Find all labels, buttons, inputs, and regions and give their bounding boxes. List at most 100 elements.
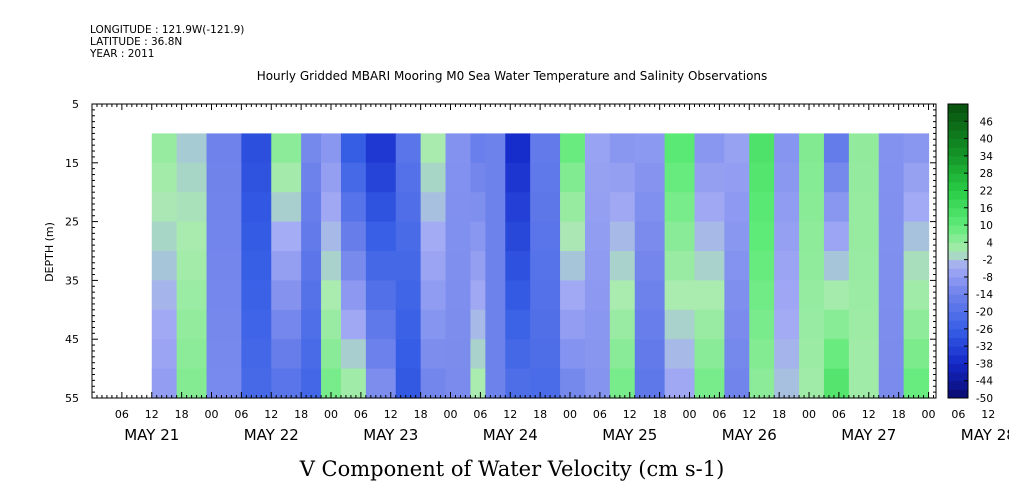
velocity-cell <box>609 309 636 340</box>
velocity-cell <box>664 309 696 340</box>
velocity-cell <box>485 309 506 340</box>
velocity-cell <box>420 309 447 340</box>
velocity-cell <box>206 251 242 281</box>
velocity-cell <box>445 280 472 311</box>
velocity-cell <box>749 280 775 311</box>
velocity-cell <box>395 192 422 223</box>
velocity-cell <box>634 368 666 399</box>
velocity-cell <box>609 192 636 223</box>
velocity-cell <box>395 251 422 281</box>
velocity-cell <box>903 280 930 311</box>
velocity-cell <box>176 339 208 370</box>
colorbar-label: 10 <box>980 220 993 232</box>
velocity-cell <box>823 309 850 340</box>
velocity-cell <box>271 192 302 223</box>
velocity-cell <box>365 280 397 311</box>
colorbar-label: -8 <box>983 272 993 284</box>
x-tick-label: 00 <box>922 408 936 421</box>
velocity-cell <box>664 339 696 370</box>
velocity-cell <box>749 339 775 370</box>
velocity-cell <box>420 280 447 311</box>
y-axis: 5 15 25 35 45 55 <box>65 98 936 405</box>
velocity-cell <box>823 368 850 399</box>
colorbar-swatch <box>948 320 968 330</box>
velocity-cell <box>365 162 397 193</box>
velocity-cell <box>206 133 242 164</box>
velocity-cell <box>321 280 342 311</box>
velocity-cell <box>664 133 696 164</box>
velocity-cell <box>823 221 850 252</box>
velocity-cell <box>271 280 302 311</box>
velocity-cell <box>470 133 486 164</box>
velocity-cell <box>241 339 272 370</box>
colorbar-swatch <box>948 285 968 295</box>
colorbar-label: -26 <box>976 324 993 336</box>
velocity-cell <box>799 309 825 340</box>
velocity-cell <box>774 192 800 223</box>
velocity-cell <box>241 251 272 281</box>
colorbar-swatch <box>948 380 968 390</box>
velocity-cell <box>485 133 506 164</box>
x-tick-label: 18 <box>772 408 786 421</box>
velocity-cell <box>694 339 725 370</box>
velocity-cell <box>634 251 666 281</box>
velocity-cell <box>823 192 850 223</box>
colorbar-swatch <box>948 311 968 321</box>
velocity-cell <box>584 251 611 281</box>
velocity-cell <box>609 162 636 193</box>
velocity-cell <box>724 162 750 193</box>
velocity-cell <box>445 368 472 399</box>
velocity-cell <box>584 192 611 223</box>
colorbar-label: -14 <box>976 289 993 301</box>
x-tick-label: 18 <box>175 408 189 421</box>
x-tick-label: 06 <box>115 408 129 421</box>
velocity-cell <box>340 251 367 281</box>
velocity-cell <box>664 280 696 311</box>
velocity-cell <box>560 162 586 193</box>
colorbar-swatch <box>948 138 968 148</box>
velocity-cell <box>301 192 322 223</box>
velocity-cell <box>560 192 586 223</box>
velocity-cell <box>470 221 486 252</box>
colorbar-swatch <box>948 233 968 243</box>
colorbar-swatch <box>948 173 968 183</box>
velocity-cell <box>151 280 178 311</box>
colorbar-swatch <box>948 251 968 261</box>
x-tick-label: 12 <box>503 408 517 421</box>
x-tick-label: 06 <box>593 408 607 421</box>
velocity-cell <box>694 251 725 281</box>
velocity-cell <box>206 192 242 223</box>
velocity-cell <box>560 221 586 252</box>
x-tick-label: 00 <box>563 408 577 421</box>
velocity-cell <box>151 192 178 223</box>
velocity-cell <box>724 309 750 340</box>
velocity-cell <box>176 221 208 252</box>
colorbar-frame <box>947 103 969 399</box>
velocity-cell <box>206 162 242 193</box>
velocity-cell <box>560 368 586 399</box>
velocity-cell <box>206 368 242 399</box>
colorbar: 46 40 34 28 22 16 10 4 -2 -8 -14 -20 -26 -32 -38 -44 -50 <box>947 103 993 405</box>
colorbar-swatch <box>948 337 968 347</box>
velocity-cell <box>584 133 611 164</box>
velocity-cell <box>395 162 422 193</box>
velocity-cell <box>749 309 775 340</box>
colorbar-swatch <box>948 164 968 174</box>
velocity-cell <box>878 162 905 193</box>
velocity-cell <box>321 368 342 399</box>
colorbar-swatch <box>948 216 968 226</box>
colorbar-swatch <box>948 112 968 122</box>
velocity-cell <box>903 309 930 340</box>
velocity-cell <box>530 251 561 281</box>
velocity-cell <box>151 309 178 340</box>
velocity-cell <box>774 368 800 399</box>
x-tick-label: 12 <box>145 408 159 421</box>
velocity-cell <box>485 251 506 281</box>
colorbar-label: -2 <box>983 255 993 267</box>
colorbar-swatch <box>948 363 968 373</box>
velocity-cell <box>176 251 208 281</box>
velocity-cell <box>634 221 666 252</box>
velocity-cell <box>584 221 611 252</box>
velocity-cell <box>634 133 666 164</box>
velocity-cell <box>634 192 666 223</box>
